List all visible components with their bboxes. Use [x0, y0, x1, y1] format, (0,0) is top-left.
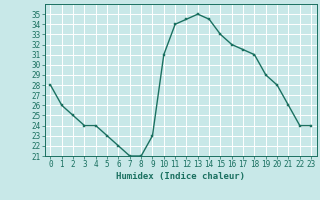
X-axis label: Humidex (Indice chaleur): Humidex (Indice chaleur)	[116, 172, 245, 181]
